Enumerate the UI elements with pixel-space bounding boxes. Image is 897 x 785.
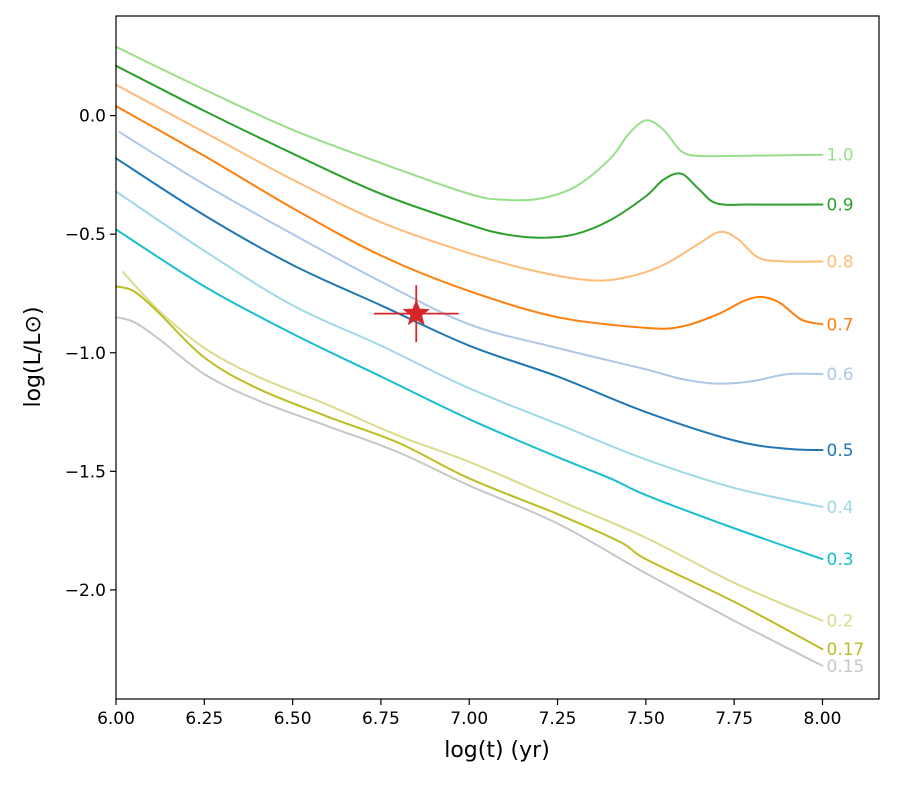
x-tick-label: 6.75 [362, 709, 400, 729]
series-line-0-9 [115, 64, 824, 239]
series-labels: 1.0 0.9 0.8 0.7 0.6 0.5 0.4 0.3 0.2 0.170.15 [827, 146, 865, 677]
x-tick-label: 6.00 [97, 709, 135, 729]
y-tick-label: −2.0 [65, 581, 106, 601]
series-line-1-0 [115, 45, 824, 202]
y-axis-title: log(L/L⊙) [21, 306, 46, 407]
observation-star-marker [402, 299, 430, 326]
series-label-0-3: 0.3 [827, 550, 854, 570]
y-axis-ticks: 0.0 −0.5 −1.0 −1.5 −2.0 [65, 107, 116, 601]
series-line-0-7 [115, 105, 824, 330]
series-label-0-4: 0.4 [827, 498, 854, 518]
x-tick-label: 8.00 [804, 709, 842, 729]
series-label-0-8: 0.8 [827, 253, 854, 273]
series-line-0-4 [115, 190, 824, 508]
series-label-0-6: 0.6 [827, 365, 854, 385]
series-line-0-2 [122, 271, 824, 622]
x-tick-label: 7.75 [715, 709, 753, 729]
observation-layer [373, 285, 459, 343]
series-label-1-0: 1.0 [827, 146, 854, 166]
x-tick-label: 7.50 [627, 709, 665, 729]
series-label-0-17: 0.17 [827, 640, 865, 660]
curves-layer [115, 45, 824, 667]
series-line-0-15 [115, 316, 824, 667]
x-axis-title: log(t) (yr) [444, 738, 550, 763]
series-label-0-5: 0.5 [827, 441, 854, 461]
series-label-0-7: 0.7 [827, 315, 854, 335]
y-tick-label: 0.0 [79, 107, 106, 127]
series-label-0-9: 0.9 [827, 196, 854, 216]
x-tick-label: 7.25 [539, 709, 577, 729]
x-tick-label: 7.00 [450, 709, 488, 729]
series-line-0-17 [115, 285, 824, 651]
plot-frame [115, 15, 880, 700]
y-tick-label: −1.0 [65, 344, 106, 364]
series-line-0-5 [115, 157, 824, 451]
series-line-0-3 [115, 228, 824, 561]
x-tick-label: 6.50 [274, 709, 312, 729]
y-tick-label: −0.5 [65, 225, 106, 245]
x-tick-label: 6.25 [185, 709, 223, 729]
series-label-0-15: 0.15 [827, 657, 865, 677]
series-line-0-8 [115, 83, 824, 282]
x-axis-ticks: 6.00 6.25 6.50 6.75 7.00 7.25 7.50 7.75 8.00 [97, 699, 841, 729]
series-line-0-6 [118, 131, 824, 385]
y-tick-label: −1.5 [65, 462, 106, 482]
series-label-0-2: 0.2 [827, 612, 854, 632]
